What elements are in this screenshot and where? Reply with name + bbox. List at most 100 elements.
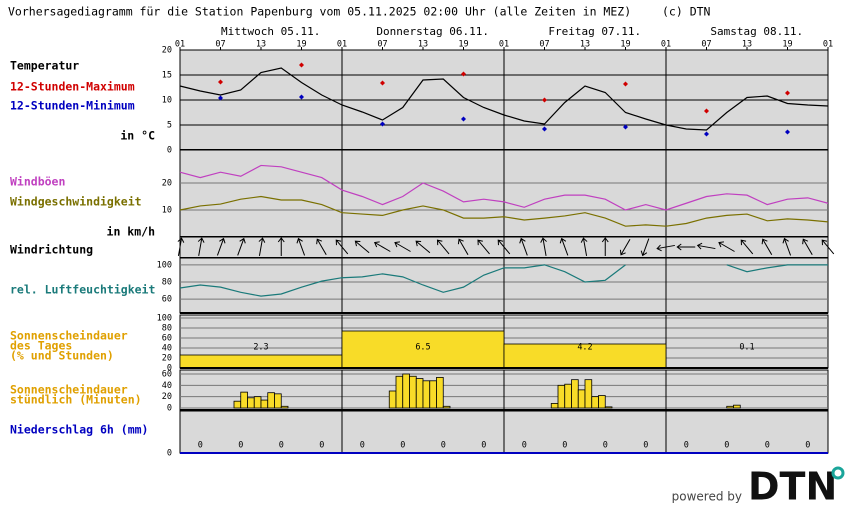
legend-label: Temperatur — [10, 59, 79, 73]
y-tick-label: 20 — [162, 46, 172, 56]
bar — [280, 405, 289, 409]
y-tick-label: 100 — [157, 260, 172, 270]
value-label: 0 — [481, 441, 486, 451]
value-label: 0 — [400, 441, 405, 451]
series-line — [179, 264, 626, 297]
wind-arrow — [258, 237, 266, 256]
value-label: 0 — [319, 441, 324, 451]
point — [623, 124, 628, 130]
bar — [415, 378, 424, 409]
value-label: 0 — [238, 441, 243, 451]
y-tick-label: 20 — [162, 354, 172, 364]
x-tick-label: 19 — [458, 40, 468, 50]
wind-arrow — [394, 241, 411, 252]
bar — [571, 379, 579, 409]
wind-arrow — [619, 238, 631, 256]
wind-arrow — [601, 237, 609, 256]
x-tick-label: 01 — [499, 40, 509, 50]
panel-label: Sonnenscheindauer — [10, 383, 128, 397]
bar — [733, 404, 741, 409]
x-tick-label: 19 — [296, 40, 306, 50]
x-tick-label: 01 — [175, 40, 185, 50]
bar — [598, 395, 606, 409]
y-tick-label: 80 — [162, 278, 172, 288]
y-tick-label: 0 — [167, 449, 172, 459]
wind-arrow — [802, 238, 813, 256]
y-tick-label: 60 — [162, 370, 172, 380]
wind-arrow — [216, 237, 226, 256]
sunshine-hours: 2.3 — [253, 343, 268, 353]
wind-arrow — [580, 237, 588, 256]
panel-label: stündlich (Minuten) — [10, 393, 142, 407]
y-tick-label: 20 — [162, 179, 172, 189]
point — [218, 95, 223, 101]
powered-by: powered by — [672, 490, 742, 504]
value-label: 0 — [279, 441, 284, 451]
wind-arrow — [197, 237, 205, 256]
x-tick-label: 01 — [823, 40, 833, 50]
x-tick-label: 07 — [377, 40, 387, 50]
bar — [429, 380, 437, 409]
value-label: 0 — [805, 441, 810, 451]
value-label: 0 — [562, 441, 567, 451]
logo: DTN — [748, 465, 837, 509]
bar — [247, 397, 255, 409]
y-tick-label: 5 — [167, 121, 172, 131]
wind-arrow — [640, 238, 650, 257]
x-tick-label: 13 — [418, 40, 428, 50]
wind-arrow — [296, 237, 306, 256]
wind-arrow — [782, 237, 792, 256]
series-line — [179, 164, 829, 211]
bar — [274, 393, 282, 409]
bar — [503, 343, 667, 369]
point — [542, 97, 547, 103]
wind-arrow — [821, 239, 835, 255]
bar — [584, 379, 593, 409]
point — [785, 90, 790, 96]
value-label: 0 — [684, 441, 689, 451]
point — [299, 94, 304, 100]
panel-label: Niederschlag 6h (mm) — [10, 423, 148, 437]
y-tick-label: 10 — [162, 206, 172, 216]
wind-arrow — [559, 237, 569, 256]
y-tick-label: 10 — [162, 96, 172, 106]
value-label: 0 — [765, 441, 770, 451]
day-label: Samstag 08.11. — [710, 25, 803, 38]
bar — [395, 375, 404, 409]
y-tick-label: 20 — [162, 392, 172, 402]
y-tick-label: 40 — [162, 344, 172, 354]
bar — [442, 405, 451, 409]
panel-label: Sonnenscheindauer — [10, 329, 128, 343]
bar — [564, 383, 572, 409]
wind-arrow — [676, 243, 696, 251]
value-label: 0 — [724, 441, 729, 451]
x-tick-label: 19 — [620, 40, 630, 50]
value-label: 0 — [360, 441, 365, 451]
point — [380, 121, 385, 127]
panel-label: des Tages — [10, 339, 72, 353]
value-label: 0 — [643, 441, 648, 451]
bar — [267, 392, 275, 409]
wind-arrow — [497, 239, 511, 255]
bar — [233, 400, 242, 409]
point — [623, 81, 628, 87]
x-tick-label: 01 — [337, 40, 347, 50]
value-label: 0 — [603, 441, 608, 451]
point — [785, 129, 790, 135]
bar — [557, 384, 566, 409]
x-tick-label: 07 — [215, 40, 225, 50]
bar — [260, 399, 269, 409]
y-tick-label: 0 — [167, 364, 172, 374]
wind-arrow — [477, 239, 490, 255]
point — [542, 126, 547, 132]
x-tick-label: 13 — [742, 40, 752, 50]
wind-arrow — [519, 237, 528, 256]
bar — [409, 375, 417, 409]
y-tick-label: 60 — [162, 334, 172, 344]
bar — [341, 330, 505, 369]
wind-arrow — [457, 238, 469, 256]
wind-arrow — [316, 238, 327, 256]
copyright: (c) DTN — [662, 5, 711, 19]
point — [299, 62, 304, 68]
